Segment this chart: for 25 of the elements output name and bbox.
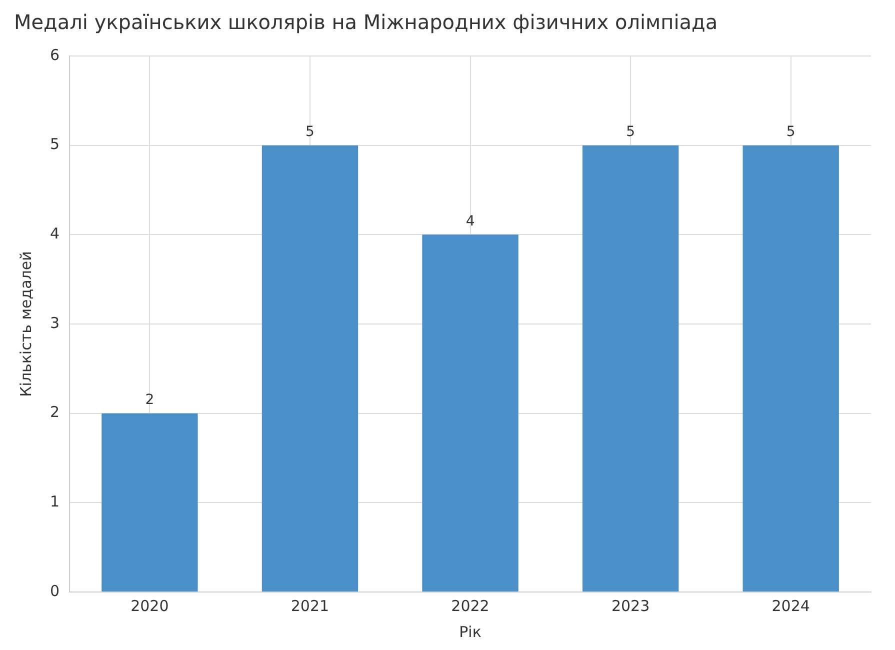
x-tick-label: 2020 [130, 596, 169, 615]
data-label: 5 [626, 124, 636, 140]
x-tick-label: 2023 [611, 596, 650, 615]
y-tick-label: 4 [50, 224, 60, 243]
bar [742, 145, 839, 592]
bar [262, 145, 358, 592]
bar [422, 234, 518, 592]
chart-title: Медалі українських школярів на Міжнародних фізичних олімпіада [14, 10, 718, 34]
y-tick-label: 5 [50, 135, 60, 154]
data-label: 4 [466, 213, 475, 230]
x-tick-label: 2021 [290, 596, 330, 615]
y-axis-title: Кількість медалей [16, 251, 35, 397]
y-tick-label: 0 [50, 582, 60, 600]
y-tick-label: 3 [50, 314, 60, 332]
x-axis-title: Рік [459, 622, 482, 641]
y-tick-label: 2 [50, 403, 60, 422]
x-tick-label: 2022 [451, 596, 490, 615]
bar [582, 145, 679, 592]
y-tick-label: 1 [50, 492, 60, 511]
data-label: 5 [786, 124, 796, 140]
y-tick-label: 6 [50, 46, 60, 64]
data-label: 5 [306, 124, 314, 140]
data-label: 2 [145, 392, 154, 408]
x-tick-label: 2024 [772, 596, 810, 615]
bar [102, 413, 198, 592]
